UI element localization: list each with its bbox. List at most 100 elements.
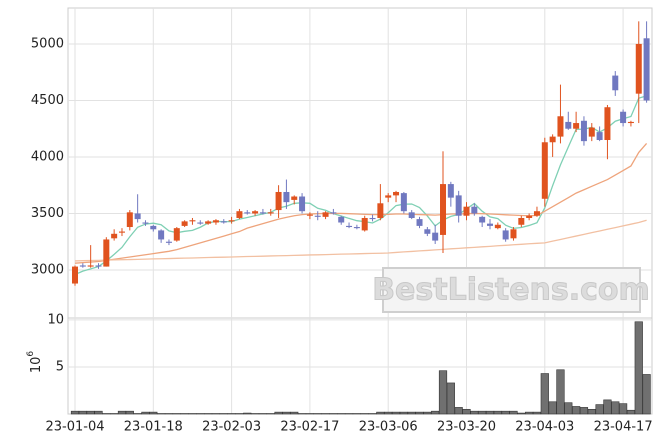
volume-bar [70,410,80,415]
candle-body [541,142,548,199]
candle-body [393,191,400,196]
volume-bar [556,369,565,415]
candle-body [95,265,102,267]
candle-body [134,213,141,220]
candle-body [526,215,533,218]
candle-body [557,116,564,137]
candle-body [471,206,478,214]
volume-bar [517,412,526,415]
volume-bar [446,382,455,415]
volume-bar [141,411,150,415]
candle-body [236,211,243,218]
candle-body [596,132,603,141]
x-tick-label: 23-04-17 [594,420,653,435]
x-tick-label: 23-03-06 [359,420,418,435]
volume-bar [493,410,502,415]
volume-bar [376,411,385,415]
x-tick-label: 23-02-03 [202,420,261,435]
candle-body [173,228,180,241]
candle-body [79,265,86,267]
candle-body [533,211,540,216]
x-tick-label: 23-01-18 [124,420,183,435]
moving-average-line [74,142,648,264]
volume-bar [611,401,620,415]
candle-body [181,221,188,226]
candle-body [299,196,306,212]
candle-body [510,229,517,239]
volume-bar [540,373,549,415]
candle-body [205,221,212,224]
volume-bar [634,321,643,415]
candle-body [338,216,345,223]
volume-bar [548,401,557,415]
volume-bar [399,411,408,415]
volume-bar [478,410,487,415]
volume-bar [603,399,612,415]
candle-body [103,239,110,267]
volume-bar [438,370,448,415]
volume-bar [78,410,87,415]
volume-bar [572,406,581,415]
candle-body [267,212,274,214]
y-tick-label: 3000 [31,262,64,277]
volume-bar [117,410,127,415]
candle-body [455,195,462,216]
candle-body [447,184,454,198]
candle-body [635,43,642,94]
candle-body [244,212,251,214]
candle-body [549,136,556,143]
candle-body [573,123,580,129]
y-tick-label: 5000 [31,36,64,51]
candle-body [440,184,447,235]
moving-average-line [74,219,647,262]
candle-body [158,230,165,240]
volume-bar [587,408,596,415]
volume-bar [431,410,440,415]
candle-body [627,121,634,124]
volume-tick-label: 5 [56,359,64,374]
volume-bar [532,411,542,415]
y-tick-label: 3500 [31,206,64,221]
candle-body [612,75,619,91]
candle-body [126,212,133,228]
candle-body [377,203,384,218]
volume-bar [274,411,283,415]
x-tick-label: 23-03-20 [437,420,496,435]
candle-body [369,217,376,220]
volume-bar [94,410,103,415]
candle-body [259,212,266,214]
candle-body [518,217,525,225]
volume-bar [501,410,510,415]
candle-body [479,216,486,223]
candle-body [416,219,423,226]
candle-body [494,224,501,229]
candle-body [502,230,509,240]
volume-bar [564,402,573,415]
candle-body [408,212,415,218]
candle-body [385,195,392,198]
volume-bar [626,409,636,415]
volume-unit: 106 [26,351,44,374]
candle-body [565,121,572,129]
candle-body [432,232,439,241]
candle-body [72,266,78,284]
candle-body [463,206,470,216]
volume-bar [509,410,518,415]
y-tick-label: 4000 [31,149,64,164]
volume-unit-base: 10 [29,357,44,374]
candle-body [486,223,493,226]
candle-body [87,265,94,267]
volume-bar [423,411,432,415]
volume-bar [290,411,299,415]
candle-body [275,191,282,211]
volume-bar [595,404,604,415]
watermark-box [382,267,641,313]
candle-body [220,221,227,223]
volume-bar [282,411,291,415]
volume-unit-exponent: 6 [26,351,36,357]
candle-body [424,229,431,234]
volume-bar [642,374,651,415]
volume-bar [384,411,393,415]
candle-body [588,127,595,137]
